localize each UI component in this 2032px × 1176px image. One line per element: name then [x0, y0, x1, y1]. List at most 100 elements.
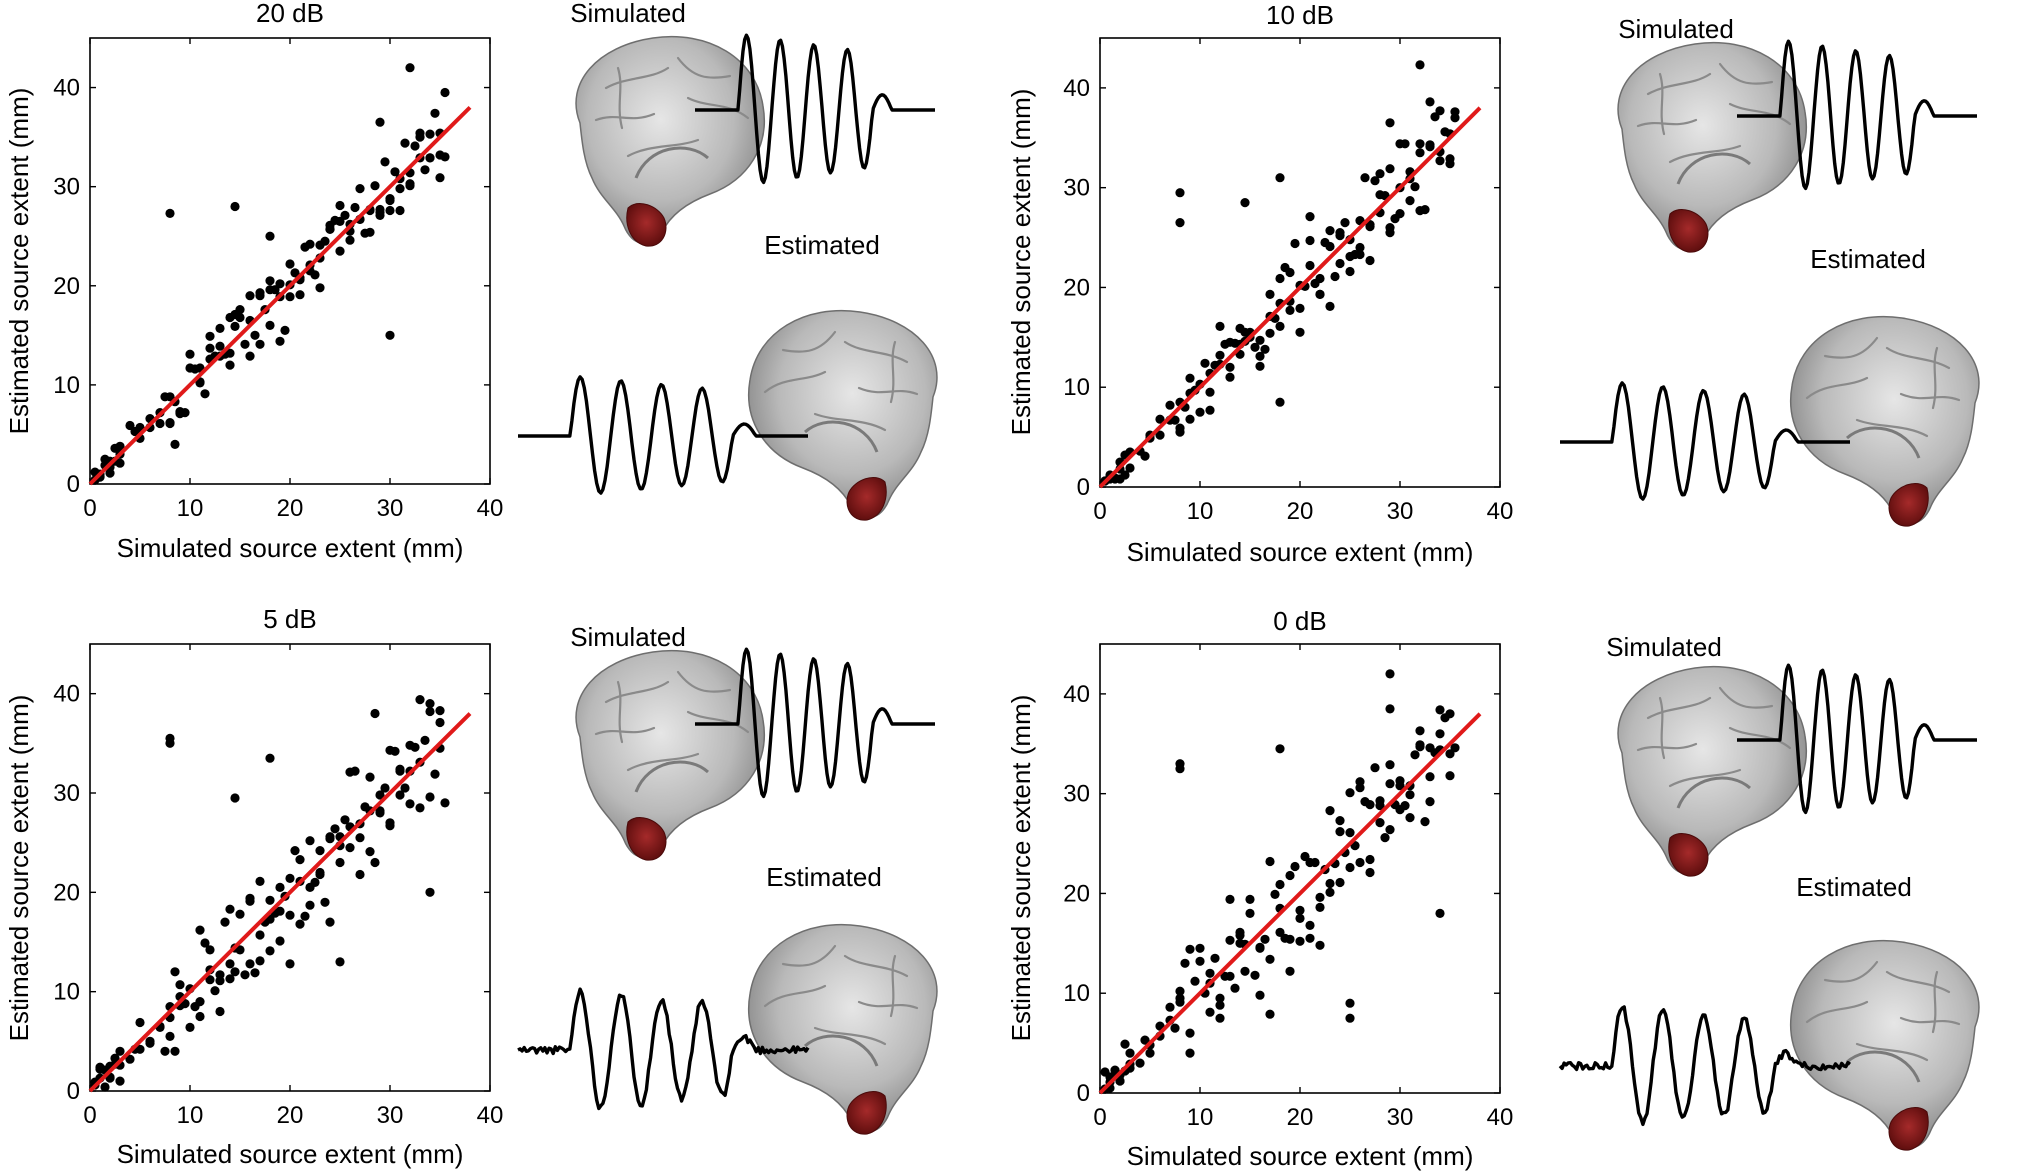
scatter-point [1435, 106, 1445, 116]
scatter-point [1200, 358, 1210, 368]
simulated-label: Simulated [570, 622, 686, 652]
scatter-point [1435, 156, 1445, 166]
scatter-point [255, 291, 265, 301]
scatter-point [295, 290, 305, 300]
y-axis-label: Estimated source extent (mm) [4, 88, 34, 435]
scatter-point [1345, 862, 1355, 873]
scatter-point [375, 808, 385, 818]
sulcus-line [763, 370, 827, 394]
scatter-point [1275, 321, 1285, 331]
estimated-waveform [1558, 1005, 1852, 1127]
identity-line [88, 712, 472, 1093]
scatter-point [235, 305, 245, 315]
sulcus-line [604, 66, 670, 90]
scatter-point [1395, 209, 1405, 219]
scatter-point [235, 312, 245, 323]
scatter-point [1185, 1028, 1195, 1038]
x-tick-label: 0 [1093, 1104, 1106, 1131]
scatter-point [335, 246, 345, 256]
y-tick-label: 0 [67, 1078, 80, 1105]
sulcus-line [1728, 102, 1792, 126]
sulcus-line [676, 670, 732, 693]
identity-line [1098, 712, 1482, 1095]
cortex-shape [575, 36, 765, 245]
scatter-point [1140, 451, 1150, 461]
scatter-point [385, 330, 395, 340]
sulcus-line [1885, 346, 1951, 370]
scatter-point [1175, 427, 1185, 437]
scatter-point [255, 930, 265, 940]
scatter-point [425, 792, 435, 802]
brain-illustration-20db: Simulated Estimated [518, 0, 938, 521]
scatter-point [275, 279, 285, 289]
scatter-point [1175, 993, 1185, 1003]
scatter-point [165, 418, 175, 429]
scatter-point [275, 336, 285, 346]
scatter-point [1225, 372, 1235, 382]
scatter-point [1335, 827, 1345, 837]
source-region [1888, 483, 1929, 527]
scatter-point [415, 132, 425, 142]
scatter-point [1375, 190, 1385, 200]
simulated-waveform [695, 647, 935, 799]
source-region [846, 1091, 887, 1135]
scatter-point [285, 292, 295, 302]
scatter-point [1215, 1013, 1225, 1023]
scatter-point [310, 877, 320, 888]
simulated-waveform [1737, 663, 1977, 815]
scatter-point [115, 458, 125, 468]
identity-line [1098, 106, 1482, 489]
scatter-point [1325, 226, 1335, 236]
scatter-point [415, 695, 425, 705]
scatter-point [265, 276, 275, 286]
scatter-point [440, 798, 450, 808]
sulcus-line [1668, 144, 1742, 164]
scatter-point [355, 833, 365, 843]
scatter-point [245, 893, 255, 903]
scatter-point [135, 1017, 145, 1028]
scatter-point [1240, 198, 1250, 208]
scatter-point [1165, 1002, 1175, 1012]
scatter-point [1410, 750, 1420, 760]
scatter-point [395, 205, 405, 216]
brain-surface [1617, 42, 1807, 253]
scatter-point [1255, 942, 1265, 952]
scatter-point [1215, 1000, 1225, 1010]
brain-surface [575, 650, 765, 861]
scatter-point [230, 321, 240, 331]
estimated-waveform [517, 987, 810, 1111]
sulcus-line [1668, 768, 1742, 788]
scatter-point [1385, 164, 1395, 174]
sulcus-line [1636, 742, 1698, 752]
scatter-point [1305, 235, 1315, 246]
sulcus-line [1855, 418, 1929, 438]
scatter-point [205, 331, 215, 341]
scatter-point [1290, 238, 1300, 249]
scatter-point [350, 202, 360, 213]
scatter-point [1255, 351, 1265, 361]
scatter-point [1315, 940, 1325, 950]
scatter-point [1425, 140, 1435, 150]
simulated-label: Simulated [1618, 14, 1734, 44]
scatter-point [285, 873, 295, 884]
scatter-point [1380, 833, 1390, 843]
scatter-point [1265, 1009, 1275, 1019]
scatter-point [1410, 182, 1420, 192]
scatter-point [1155, 430, 1165, 440]
scatter-point [1330, 271, 1340, 282]
scatter-point [335, 200, 345, 211]
scatter-point [1205, 405, 1215, 415]
panel-title: 0 dB [1273, 606, 1327, 636]
scatter-point [1185, 414, 1195, 424]
scatter-point [425, 153, 435, 163]
scatter-point [245, 959, 255, 969]
sulcus-line [1646, 696, 1712, 720]
scatter-point [235, 909, 245, 919]
scatter-point [1275, 273, 1285, 284]
sulcus-line [843, 340, 909, 364]
scatter-point [405, 740, 415, 750]
sulcus-line [594, 112, 656, 122]
scatter-point [1240, 966, 1250, 976]
scatter-point [1355, 857, 1365, 868]
scatter-point [200, 389, 210, 399]
